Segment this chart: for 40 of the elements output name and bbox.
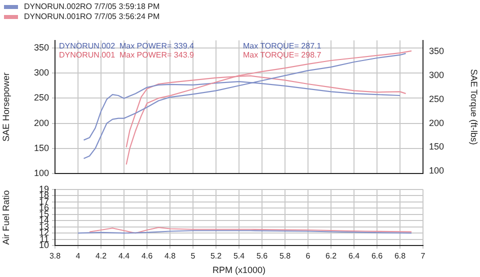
x-tick-label: 4 bbox=[76, 252, 81, 261]
x-tick-label: 6.4 bbox=[348, 252, 360, 261]
y-axis-title: Air Fuel Ratio bbox=[0, 190, 11, 245]
y2-tick-label: 300 bbox=[429, 70, 444, 80]
y-tick-label: 350 bbox=[34, 42, 49, 52]
x-tick-label: 6.2 bbox=[325, 252, 338, 261]
x-tick-label: 7 bbox=[420, 252, 426, 261]
y-tick-label: 300 bbox=[34, 68, 49, 78]
annotation: Max TORQUE= 287.1 bbox=[243, 42, 322, 51]
x-tick-label: 5 bbox=[190, 252, 196, 261]
y2-tick-label: 150 bbox=[429, 142, 444, 152]
y2-tick-label: 100 bbox=[429, 166, 444, 176]
legend-label: DYNORUN.002RO 7/7/05 3:59:18 PM bbox=[24, 2, 160, 12]
y-tick-label: 19 bbox=[38, 184, 49, 194]
x-tick-label: 3.8 bbox=[49, 252, 62, 261]
y-tick-label: 100 bbox=[34, 168, 49, 178]
annotation: DYNORUN.001 Max POWER= 343.9 bbox=[59, 50, 194, 60]
y-tick-label: 250 bbox=[34, 92, 49, 103]
annotation: Max TORQUE= 298.7 bbox=[243, 50, 322, 60]
x-tick-label: 5.4 bbox=[233, 252, 246, 261]
x-tick-label: 4.8 bbox=[164, 252, 176, 261]
y2-axis-title: SAE Torque (ft-lbs) bbox=[469, 69, 480, 145]
y-axis-title: SAE Horsepower bbox=[0, 72, 11, 142]
x-tick-label: 6.6 bbox=[371, 252, 384, 261]
x-axis-title: RPM (x1000) bbox=[212, 265, 266, 276]
y2-tick-label: 350 bbox=[429, 46, 444, 56]
y-tick-label: 150 bbox=[34, 142, 49, 153]
x-tick-label: 5.6 bbox=[256, 252, 268, 261]
x-tick-label: 6.8 bbox=[394, 252, 406, 261]
x-tick-label: 5.8 bbox=[279, 252, 292, 261]
annotation: DYNORUN.002 Max POWER= 339.4 bbox=[59, 42, 194, 51]
x-tick-label: 4.6 bbox=[141, 252, 154, 261]
y2-tick-label: 250 bbox=[429, 94, 444, 104]
x-tick-label: 4.4 bbox=[118, 252, 130, 261]
x-tick-label: 4.2 bbox=[95, 252, 108, 261]
legend-label: DYNORUN.001RO 7/7/05 3:56:24 PM bbox=[24, 12, 160, 22]
x-tick-label: 5.2 bbox=[210, 252, 222, 261]
x-tick-label: 6 bbox=[306, 252, 311, 261]
y-tick-label: 200 bbox=[34, 118, 49, 128]
y2-tick-label: 200 bbox=[429, 118, 444, 128]
